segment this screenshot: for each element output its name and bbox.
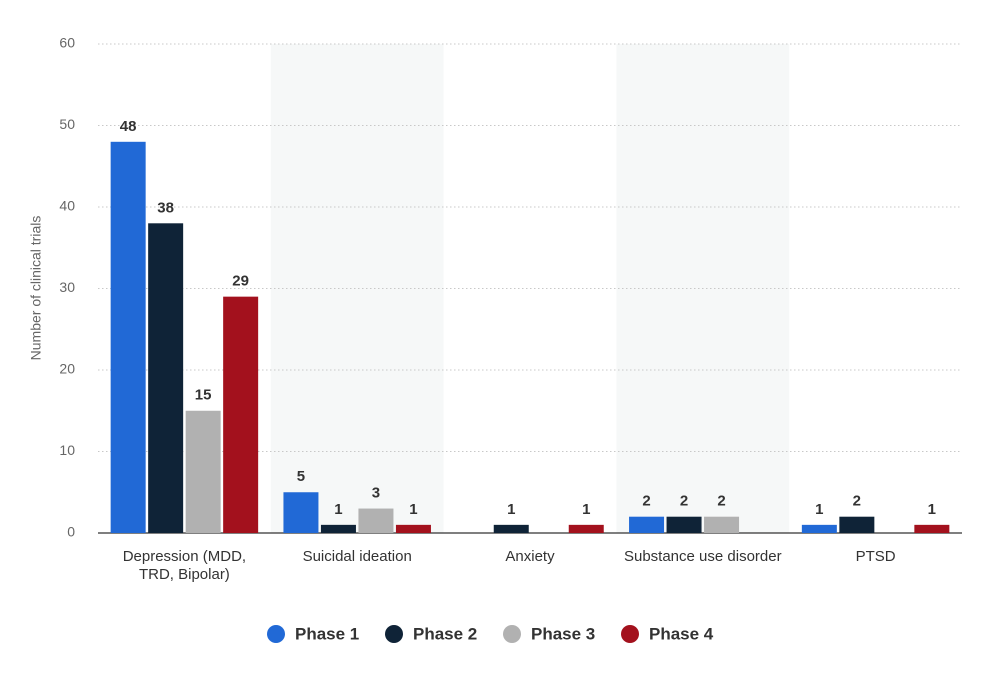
legend-label: Phase 3: [531, 624, 595, 643]
bar: [358, 508, 394, 533]
legend-label: Phase 1: [295, 624, 359, 643]
value-label: 1: [815, 501, 823, 518]
value-label: 1: [334, 501, 342, 518]
x-tick-label: PTSD: [855, 548, 896, 565]
x-tick-label: Suicidal ideation: [302, 548, 412, 565]
value-label: 2: [680, 493, 688, 510]
bar: [839, 516, 875, 533]
value-label: 5: [297, 468, 305, 485]
legend-marker: [503, 625, 521, 643]
value-label: 1: [582, 501, 590, 518]
value-label: 2: [717, 493, 725, 510]
value-label: 38: [157, 199, 174, 216]
value-label: 2: [642, 493, 650, 510]
legend-marker: [621, 625, 639, 643]
y-tick-label: 0: [67, 524, 75, 540]
bar: [110, 141, 146, 534]
value-label: 48: [120, 118, 137, 135]
bar: [801, 524, 837, 533]
bar: [148, 223, 184, 534]
value-label: 2: [853, 493, 861, 510]
y-tick-label: 20: [59, 361, 75, 377]
legend-marker: [385, 625, 403, 643]
bar: [568, 524, 604, 533]
bar: [320, 524, 356, 533]
bar: [704, 516, 740, 533]
y-tick-label: 50: [59, 116, 75, 132]
bar: [223, 296, 259, 533]
x-tick-label: Substance use disorder: [623, 548, 782, 565]
bar: [493, 524, 529, 533]
x-tick-label: Depression (MDD, TRD, Bipolar): [122, 548, 247, 583]
y-tick-label: 60: [59, 35, 75, 51]
value-label: 1: [409, 501, 417, 518]
value-label: 3: [372, 485, 380, 502]
bar: [629, 516, 665, 533]
band-shade: [270, 44, 444, 533]
value-label: 1: [507, 501, 515, 518]
bar: [914, 524, 950, 533]
bar: [666, 516, 702, 533]
value-label: 1: [928, 501, 936, 518]
value-label: 15: [195, 387, 212, 404]
bar: [395, 524, 431, 533]
bar: [185, 410, 221, 533]
y-tick-label: 40: [59, 198, 75, 214]
legend-label: Phase 4: [649, 624, 714, 643]
y-axis-label: Number of clinical trials: [28, 216, 44, 361]
y-tick-label: 30: [59, 279, 75, 295]
legend-label: Phase 2: [413, 624, 477, 643]
legend-marker: [267, 625, 285, 643]
y-tick-label: 10: [59, 442, 75, 458]
value-label: 29: [232, 273, 249, 290]
bar: [283, 492, 319, 533]
x-tick-label: Anxiety: [505, 548, 555, 565]
